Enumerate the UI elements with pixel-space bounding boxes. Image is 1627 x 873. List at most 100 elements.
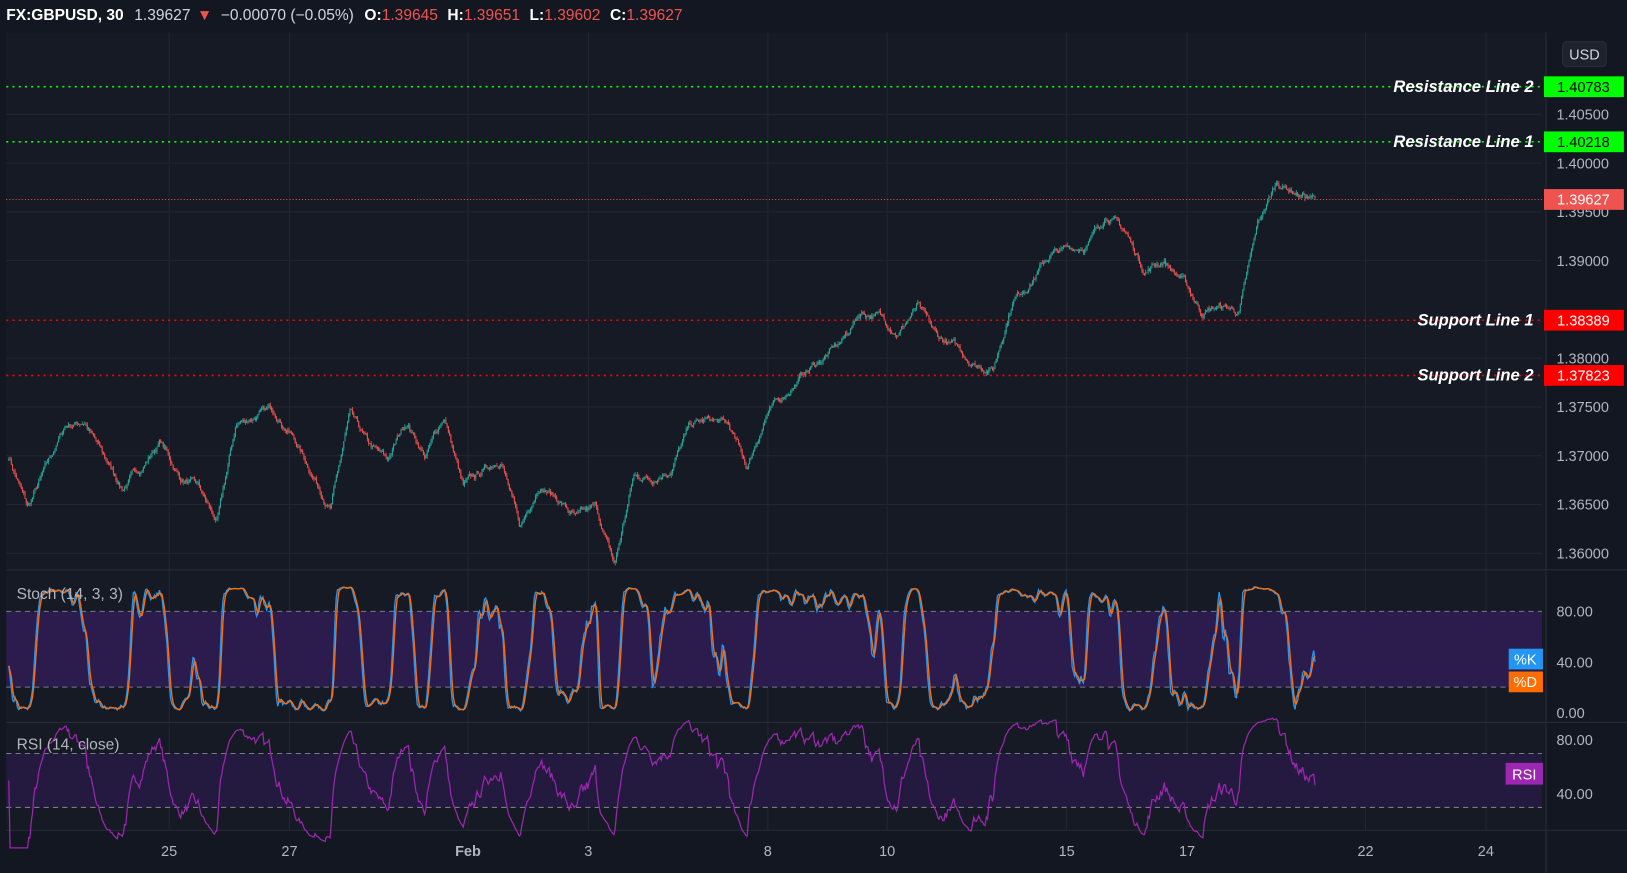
symbol-legend[interactable]: FX:GBPUSD, 30 1.39627 ▼ −0.00070 (−0.05%… xyxy=(6,7,682,24)
candle-body xyxy=(229,449,231,456)
candle-body xyxy=(887,326,889,330)
candle-body xyxy=(520,526,522,528)
candle-body xyxy=(1250,249,1253,256)
candle-body xyxy=(388,458,390,460)
candle-body xyxy=(979,365,981,368)
candle-body xyxy=(483,465,485,469)
candle-body xyxy=(107,463,109,465)
candle-body xyxy=(791,390,793,392)
rsi-title[interactable]: RSI (14, close) xyxy=(17,736,120,753)
candle-body xyxy=(1064,245,1066,247)
candle-body xyxy=(1010,310,1012,313)
candle-body xyxy=(810,366,812,371)
candle-body xyxy=(308,467,310,473)
candle-body xyxy=(142,467,144,472)
candle-body xyxy=(1145,272,1147,274)
candle-body xyxy=(625,510,627,518)
candle-body xyxy=(1095,227,1097,229)
candle-body xyxy=(662,475,664,479)
candle-body xyxy=(1065,244,1067,247)
candle-body xyxy=(796,382,798,387)
candle-body xyxy=(1258,219,1260,221)
candle-body xyxy=(781,397,783,402)
candle-body xyxy=(48,457,50,462)
candle-body xyxy=(807,371,809,372)
candle-body xyxy=(1292,192,1294,195)
time-tick: 8 xyxy=(764,844,772,860)
level-price-text: 1.37823 xyxy=(1557,369,1609,385)
candle-body xyxy=(685,428,687,434)
candle-body xyxy=(564,503,566,506)
candle-body xyxy=(274,414,276,418)
candle-body xyxy=(847,333,849,335)
candle-body xyxy=(1089,239,1091,243)
candle-body xyxy=(683,435,685,441)
candle-body xyxy=(295,443,297,447)
candle-body xyxy=(535,496,537,502)
candle-body xyxy=(754,447,756,451)
candle-body xyxy=(1121,227,1123,230)
candle-body xyxy=(213,516,215,520)
candle-body xyxy=(256,417,258,420)
candle-body xyxy=(991,367,994,371)
candle-body xyxy=(785,395,787,399)
candle-body xyxy=(634,474,636,476)
candle-body xyxy=(54,451,56,453)
stoch-title[interactable]: Stoch (14, 3, 3) xyxy=(17,586,123,603)
candle-body xyxy=(196,482,198,484)
candle-body xyxy=(178,474,180,480)
candle-body xyxy=(20,485,22,489)
candle-body xyxy=(757,441,759,443)
candle-body xyxy=(594,501,596,504)
time-tick: 15 xyxy=(1059,844,1075,860)
candle-body xyxy=(486,466,488,468)
plot-area[interactable] xyxy=(6,32,1547,830)
svg-text:FX:GBPUSD, 30 1.39627: FX:GBPUSD, 30 1.39627 ▼ −0.00070 (−0.05%… xyxy=(6,7,682,24)
candle-body xyxy=(749,458,751,464)
candle-body xyxy=(747,463,749,470)
candle-body xyxy=(554,495,556,497)
candle-body xyxy=(866,315,868,318)
candle-body xyxy=(268,404,270,407)
candle-body xyxy=(1259,217,1261,220)
candle-body xyxy=(1248,260,1250,267)
candle-body xyxy=(353,413,355,417)
candle-body xyxy=(918,302,920,304)
close-label: C: xyxy=(610,7,626,24)
candle-body xyxy=(181,479,183,482)
candle-body xyxy=(455,453,457,459)
close-value: 1.39627 xyxy=(626,7,682,24)
level-price-tag xyxy=(1543,76,1624,98)
candle-body xyxy=(842,337,844,340)
candle-body xyxy=(517,510,519,519)
last-value: 1.39627 xyxy=(134,7,190,24)
currency-button[interactable] xyxy=(1562,41,1607,68)
candle-body xyxy=(273,412,275,415)
price-tick: 1.38000 xyxy=(1556,351,1608,367)
candle-body xyxy=(718,421,720,423)
candle-body xyxy=(912,309,914,313)
candle-body xyxy=(867,315,869,317)
candle-body xyxy=(1136,253,1138,255)
candle-body xyxy=(445,419,447,424)
candle-body xyxy=(313,477,315,480)
candle-body xyxy=(1025,292,1027,294)
candle-body xyxy=(968,361,970,365)
candle-body xyxy=(485,465,487,467)
candle-body xyxy=(365,433,367,435)
time-axis[interactable]: 25 27 Feb 3 8 10 15 17 22 24 xyxy=(161,844,1494,860)
candle-body xyxy=(623,521,625,526)
candle-body xyxy=(426,450,428,457)
candle-body xyxy=(360,430,362,431)
candle-body xyxy=(1203,313,1205,318)
candle-body xyxy=(467,476,469,479)
candle-body xyxy=(624,517,626,522)
candle-body xyxy=(106,460,108,464)
candle-body xyxy=(339,460,341,467)
candle-body xyxy=(122,489,124,491)
candle-body xyxy=(1111,218,1113,220)
candle-body xyxy=(1151,264,1153,268)
candle-body xyxy=(619,540,621,545)
candle-body xyxy=(1288,190,1290,193)
